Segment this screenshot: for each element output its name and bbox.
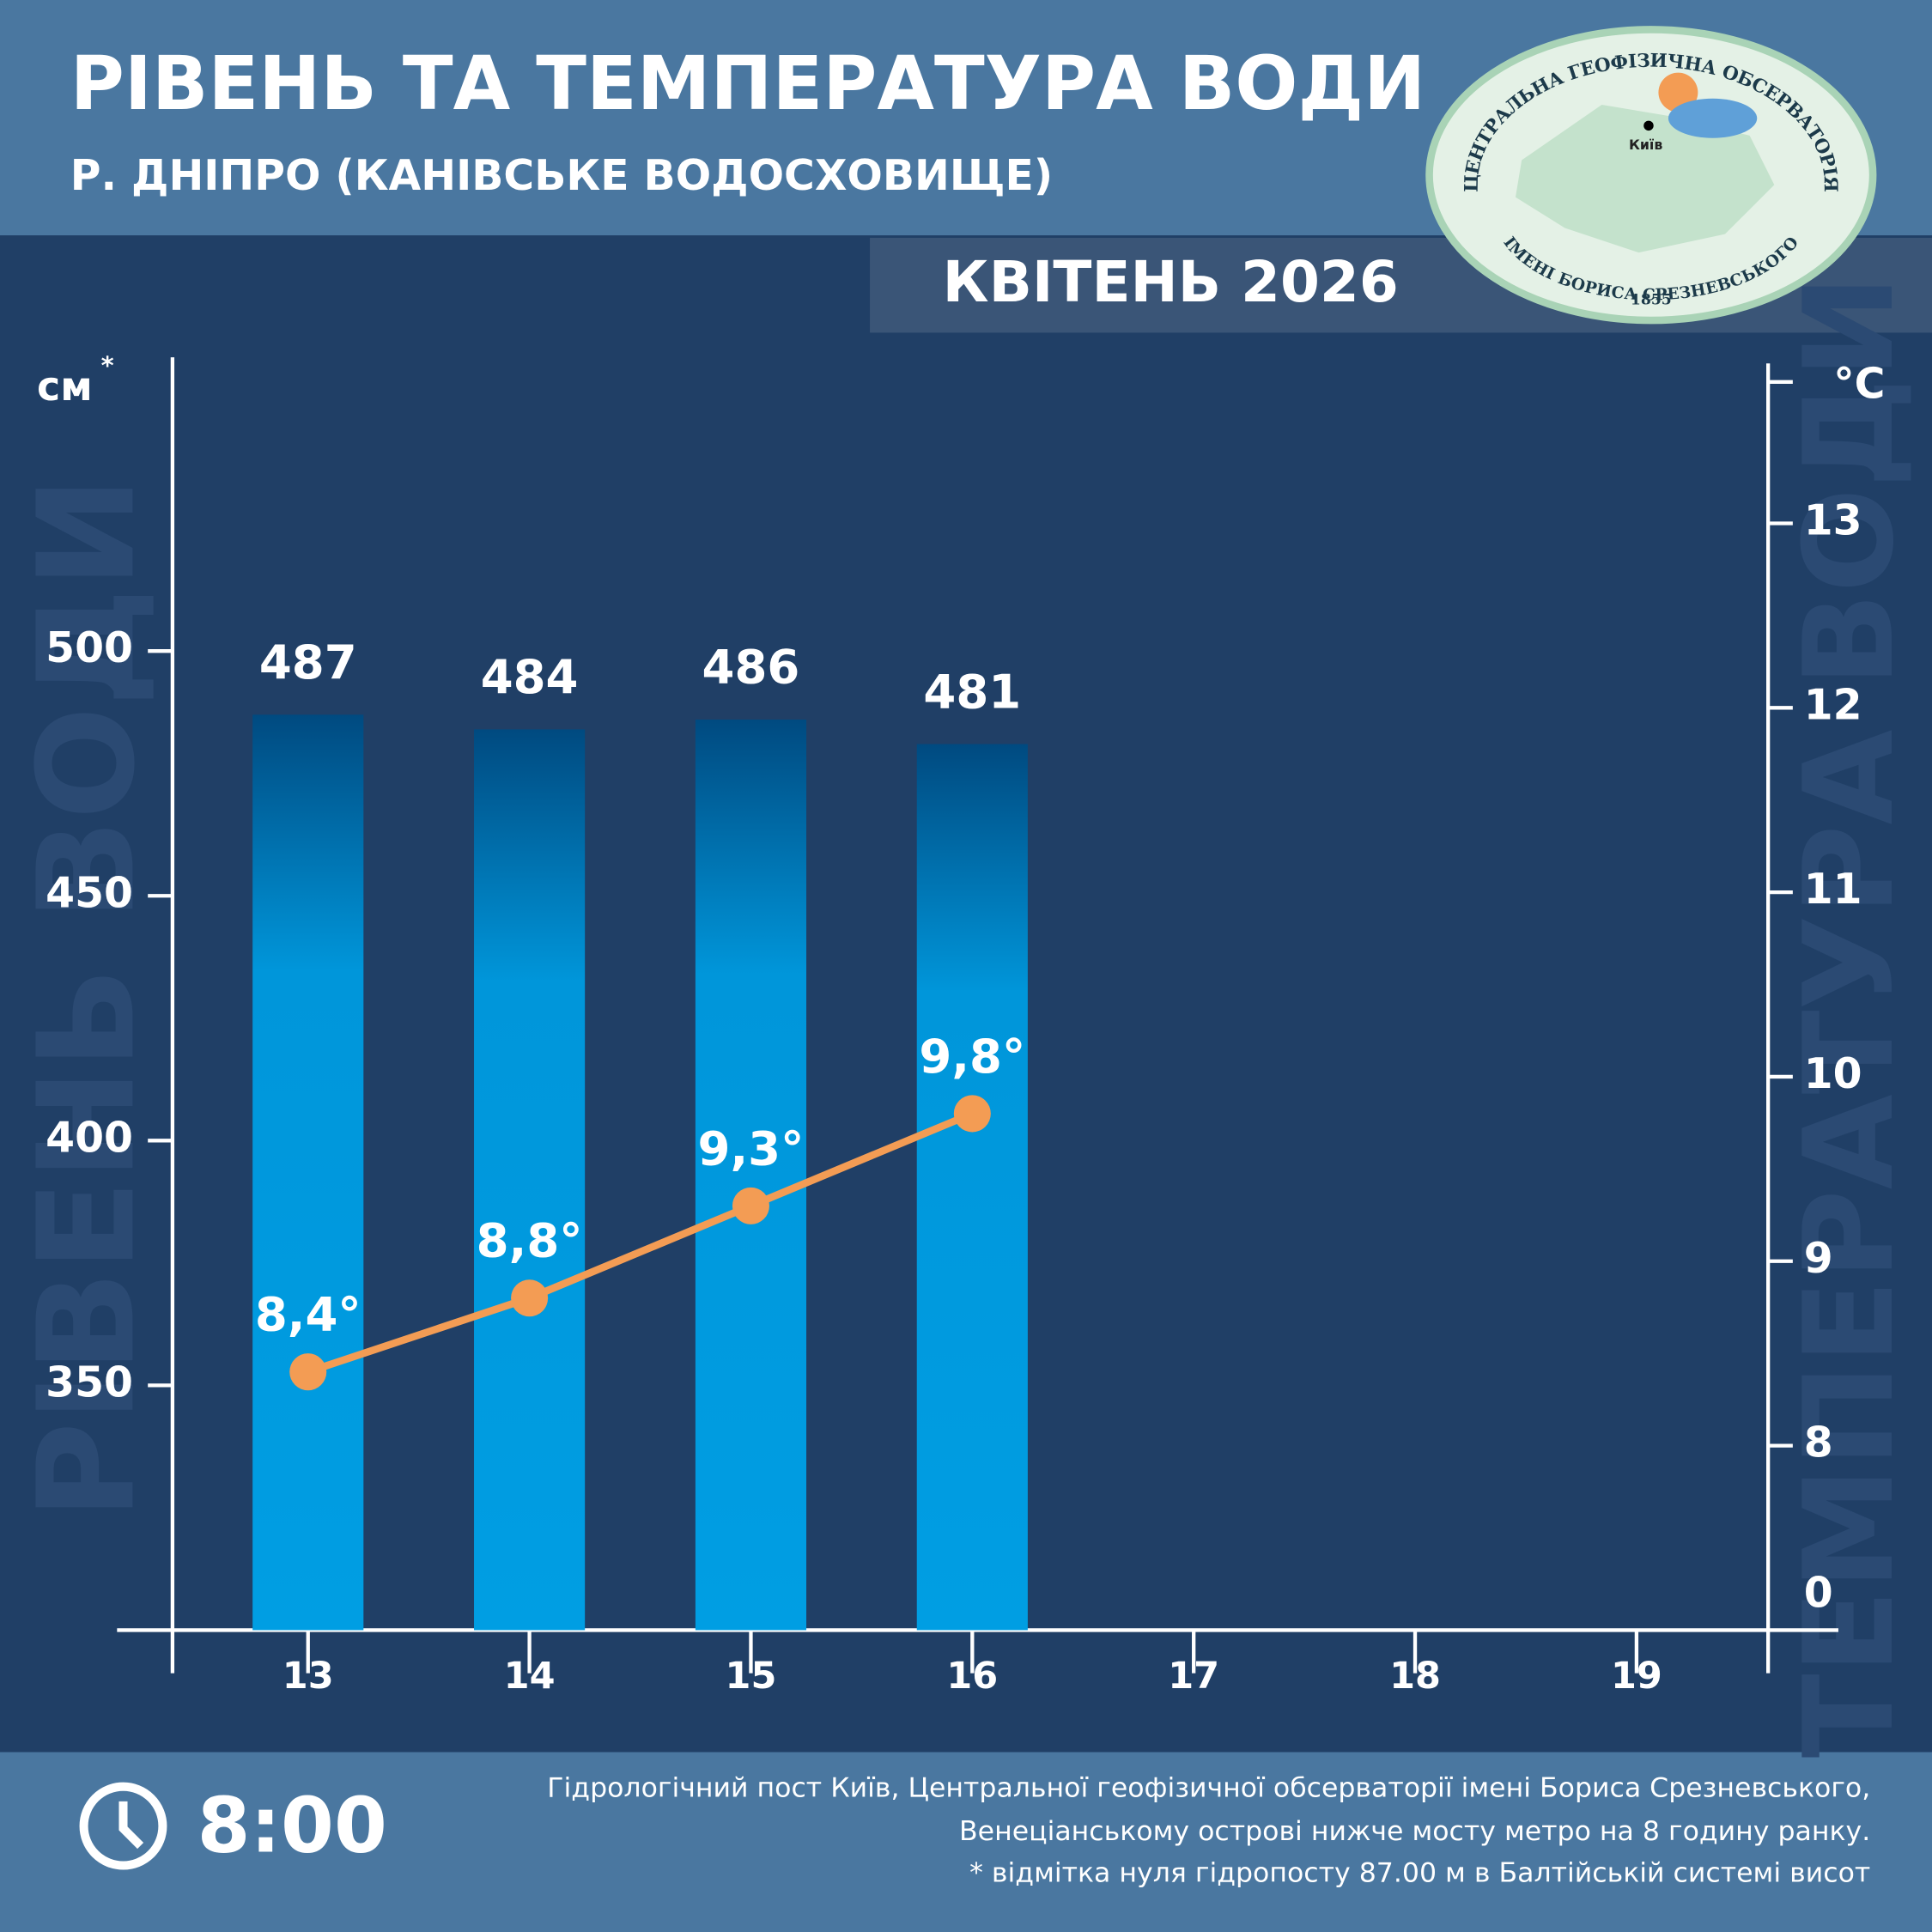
footer-band	[0, 1752, 1932, 1932]
x-tick-label: 13	[283, 1655, 334, 1698]
logo-city: Київ	[1629, 137, 1662, 153]
logo-cloud	[1668, 98, 1758, 138]
x-tick-label: 18	[1389, 1655, 1441, 1698]
bar-label: 484	[481, 649, 579, 704]
period: КВІТЕНЬ 2026	[943, 249, 1399, 315]
bar	[474, 729, 586, 1631]
note: * відмітка нуля гідропосту 87.00 м в Бал…	[969, 1858, 1870, 1889]
logo-map	[1515, 104, 1775, 253]
temperature-point	[511, 1279, 549, 1317]
temperature-point	[732, 1187, 769, 1224]
note: Венеціанському острові нижче мосту метро…	[959, 1816, 1870, 1847]
bar	[695, 720, 807, 1631]
y2-tick-label: 9	[1804, 1234, 1833, 1283]
x-tick-label: 19	[1611, 1655, 1662, 1698]
time: 8:00	[197, 1781, 387, 1870]
x-tick-label: 15	[726, 1655, 777, 1698]
y2-tick-label: 12	[1804, 680, 1862, 729]
temperature-label: 9,3°	[698, 1121, 805, 1176]
x-tick-label: 17	[1168, 1655, 1219, 1698]
y-tick-label: 350	[46, 1358, 133, 1406]
bar	[916, 744, 1028, 1631]
temperature-label: 8,8°	[477, 1213, 583, 1268]
x-tick-label: 16	[946, 1655, 998, 1698]
temperature-label: 9,8°	[919, 1029, 1025, 1084]
y2-label: °C	[1833, 360, 1885, 409]
y-tick-label: 500	[46, 623, 133, 672]
note: Гідрологічний пост Київ, Центральної гео…	[547, 1773, 1870, 1804]
y-tick-label: 450	[46, 868, 133, 917]
y2-watermark: ТЕМПЕРАТУРА ВОДИ	[1777, 275, 1921, 1758]
temperature-point	[953, 1095, 991, 1133]
logo-year: 1855	[1631, 292, 1672, 309]
y-label-mark: *	[101, 351, 114, 380]
logo-dot	[1643, 120, 1654, 131]
title: РІВЕНЬ ТА ТЕМПЕРАТУРА ВОДИ	[70, 41, 1425, 127]
notes: Гідрологічний пост Київ, Центральної гео…	[547, 1773, 1870, 1889]
y2-tick-label: 11	[1804, 865, 1862, 914]
temperature-line	[307, 1109, 974, 1376]
bar	[252, 714, 364, 1631]
bar-label: 486	[702, 640, 800, 695]
y2-origin-label: 0	[1804, 1568, 1833, 1617]
temperature-label: 8,4°	[255, 1287, 361, 1342]
y-watermark: РІВЕНЬ ВОДИ	[9, 477, 164, 1520]
clock-face	[79, 1782, 167, 1870]
clock-hands	[118, 1801, 144, 1850]
bar-label: 487	[259, 635, 357, 690]
bar-label: 481	[923, 664, 1021, 719]
y2-tick-label: 8	[1804, 1419, 1833, 1467]
y-tick-label: 400	[46, 1113, 133, 1162]
y-label: см	[37, 363, 93, 410]
clock	[79, 1782, 167, 1870]
logo: Київ ЦЕНТРАЛЬНА ГЕОФІЗИЧНА ОБСЕРВАТОРІЯ …	[1425, 26, 1877, 325]
y2-tick-label: 10	[1804, 1049, 1862, 1098]
x-tick-label: 14	[504, 1655, 556, 1698]
subtitle: Р. ДНІПРО (КАНІВСЬКЕ ВОДОСХОВИЩЕ)	[70, 151, 1053, 200]
y2-tick-label: 13	[1804, 495, 1862, 544]
temperature-point	[289, 1353, 327, 1391]
